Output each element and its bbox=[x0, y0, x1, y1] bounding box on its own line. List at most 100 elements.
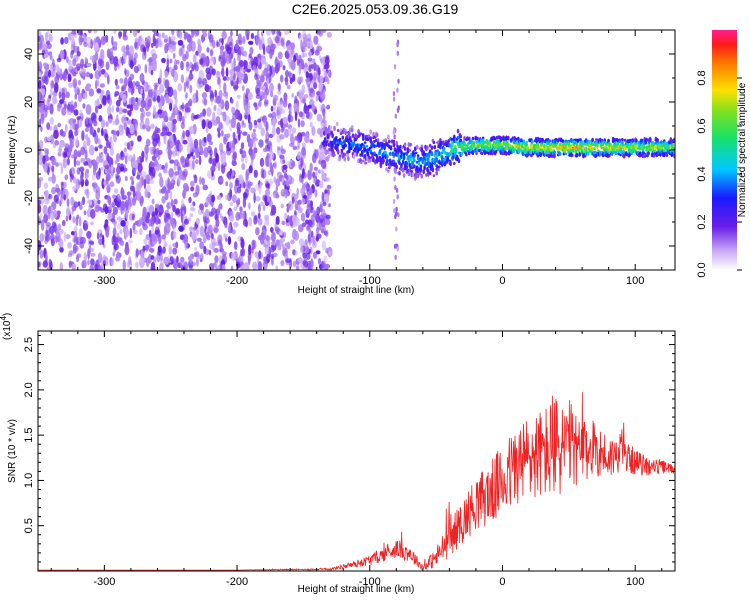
noise-cell bbox=[189, 226, 194, 232]
noise-cell bbox=[114, 237, 119, 246]
noise-cell bbox=[48, 33, 53, 41]
noise-cell bbox=[83, 210, 87, 215]
noise-cell bbox=[258, 250, 262, 260]
noise-cell bbox=[112, 194, 116, 200]
noise-cell bbox=[243, 92, 246, 104]
signal-cell bbox=[348, 131, 351, 137]
signal-cell bbox=[441, 140, 445, 144]
noise-cell bbox=[209, 49, 214, 57]
noise-cell bbox=[49, 117, 54, 125]
noise-cell bbox=[204, 84, 210, 92]
noise-cell bbox=[96, 186, 101, 191]
noise-cell bbox=[232, 131, 236, 140]
noise-cell bbox=[167, 177, 170, 187]
noise-cell bbox=[38, 79, 42, 90]
noise-cell bbox=[195, 217, 200, 225]
noise-cell bbox=[115, 153, 120, 163]
colorbar-tick-label: 0.8 bbox=[696, 70, 708, 85]
noise-cell bbox=[176, 114, 181, 122]
noise-cell bbox=[44, 149, 49, 160]
noise-cell bbox=[243, 50, 248, 58]
noise-cell bbox=[116, 166, 121, 175]
noise-cell bbox=[195, 159, 199, 165]
noise-cell bbox=[39, 39, 42, 51]
noise-cell bbox=[108, 205, 113, 210]
noise-cell bbox=[165, 222, 171, 234]
signal-cell bbox=[638, 154, 642, 157]
noise-cell bbox=[89, 73, 93, 80]
noise-cell bbox=[140, 99, 146, 109]
noise-cell bbox=[236, 122, 241, 132]
noise-cell bbox=[265, 183, 270, 188]
noise-cell bbox=[181, 102, 185, 112]
noise-cell bbox=[45, 222, 51, 227]
noise-cell bbox=[96, 79, 100, 87]
signal-cell bbox=[342, 127, 346, 133]
noise-cell bbox=[40, 219, 45, 231]
noise-cell bbox=[56, 57, 62, 63]
noise-cell bbox=[51, 174, 56, 184]
noise-cell bbox=[147, 89, 153, 98]
signal-cell bbox=[427, 173, 430, 177]
noise-cell bbox=[264, 188, 271, 197]
signal-cell bbox=[440, 142, 443, 146]
noise-cell bbox=[229, 182, 233, 189]
noise-cell bbox=[116, 216, 122, 222]
noise-cell bbox=[164, 242, 168, 247]
noise-cell bbox=[67, 253, 73, 258]
noise-cell bbox=[250, 150, 256, 160]
noise-cell bbox=[253, 119, 258, 126]
noise-cell bbox=[286, 46, 292, 51]
noise-cell bbox=[182, 182, 189, 191]
noise-cell bbox=[288, 113, 291, 124]
noise-cell bbox=[45, 252, 48, 261]
signal-cell bbox=[457, 158, 461, 164]
noise-cell bbox=[107, 118, 113, 124]
noise-cell bbox=[243, 59, 246, 70]
noise-cell bbox=[301, 142, 306, 149]
noise-cell bbox=[132, 229, 138, 235]
signal-cell bbox=[328, 151, 332, 155]
noise-cell bbox=[241, 85, 245, 92]
noise-cell bbox=[187, 106, 191, 113]
noise-cell bbox=[172, 52, 176, 59]
noise-cell bbox=[69, 124, 75, 130]
x-tick-label: -300 bbox=[93, 576, 115, 588]
noise-cell bbox=[299, 33, 303, 42]
signal-cell bbox=[408, 148, 412, 152]
noise-cell bbox=[84, 149, 88, 160]
noise-cell bbox=[290, 59, 296, 71]
noise-cell bbox=[94, 147, 99, 152]
noise-cell bbox=[394, 113, 397, 119]
noise-cell bbox=[223, 82, 227, 94]
noise-cell bbox=[260, 54, 264, 60]
noise-cell bbox=[197, 38, 201, 46]
noise-cell bbox=[260, 74, 265, 83]
noise-cell bbox=[310, 200, 313, 208]
noise-cell bbox=[222, 76, 228, 81]
noise-cell bbox=[185, 129, 190, 137]
noise-cell bbox=[80, 58, 85, 68]
noise-cell bbox=[99, 54, 104, 60]
noise-cell bbox=[135, 97, 139, 103]
noise-cell bbox=[245, 170, 249, 181]
signal-cell bbox=[556, 147, 559, 150]
noise-cell bbox=[250, 187, 256, 194]
noise-cell bbox=[115, 253, 120, 258]
noise-cell bbox=[170, 35, 176, 42]
signal-cell bbox=[596, 143, 599, 147]
noise-cell bbox=[61, 87, 67, 94]
noise-cell bbox=[252, 64, 257, 72]
noise-cell bbox=[248, 244, 252, 256]
signal-cell bbox=[413, 164, 416, 169]
noise-cell bbox=[278, 60, 283, 68]
noise-cell bbox=[127, 76, 132, 88]
noise-cell bbox=[76, 214, 80, 220]
noise-cell bbox=[236, 94, 241, 99]
noise-cell bbox=[77, 79, 82, 86]
signal-cell bbox=[384, 150, 387, 156]
signal-cell bbox=[431, 167, 435, 173]
noise-cell bbox=[289, 77, 293, 84]
noise-cell bbox=[280, 127, 284, 133]
colorbar-label: Normalized spectral amplitude bbox=[737, 82, 748, 217]
